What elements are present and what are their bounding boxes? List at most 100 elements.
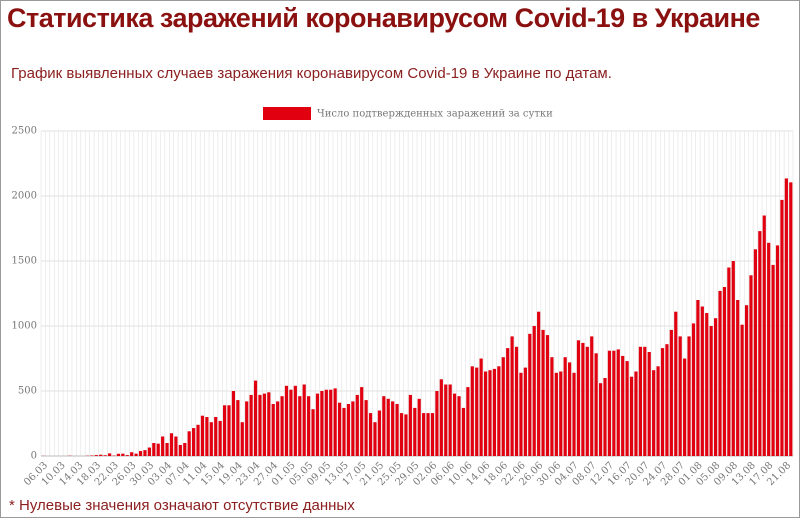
bar bbox=[334, 388, 337, 456]
bar bbox=[263, 394, 266, 456]
bar bbox=[639, 347, 642, 456]
bar bbox=[634, 372, 637, 457]
bar bbox=[736, 300, 739, 456]
bar bbox=[541, 330, 544, 456]
bar bbox=[652, 370, 655, 456]
bar bbox=[444, 385, 447, 457]
y-tick-label: 2500 bbox=[12, 126, 37, 137]
bar bbox=[471, 366, 474, 456]
bar bbox=[121, 454, 124, 456]
bar bbox=[347, 404, 350, 456]
bar bbox=[763, 216, 766, 457]
bar bbox=[126, 455, 129, 456]
bar bbox=[555, 373, 558, 456]
bar bbox=[272, 404, 275, 456]
bar bbox=[617, 349, 620, 456]
bar bbox=[656, 366, 659, 456]
bar bbox=[289, 390, 292, 456]
bar bbox=[276, 401, 279, 456]
bar bbox=[130, 452, 133, 456]
bar bbox=[789, 182, 792, 456]
bar bbox=[294, 386, 297, 456]
bar bbox=[612, 351, 615, 456]
bar bbox=[404, 414, 407, 456]
bar bbox=[338, 403, 341, 456]
bar bbox=[484, 372, 487, 457]
bar bbox=[710, 326, 713, 456]
bar bbox=[705, 313, 708, 456]
bar bbox=[608, 351, 611, 456]
bar bbox=[643, 347, 646, 456]
bar bbox=[400, 413, 403, 456]
bar bbox=[325, 390, 328, 456]
bar bbox=[758, 231, 761, 456]
bar bbox=[205, 417, 208, 456]
bar bbox=[236, 400, 239, 456]
bar bbox=[701, 307, 704, 457]
bar bbox=[369, 413, 372, 456]
bar bbox=[732, 261, 735, 456]
bar bbox=[475, 368, 478, 456]
bar bbox=[139, 451, 142, 456]
bar bbox=[493, 369, 496, 456]
bar bbox=[626, 361, 629, 456]
bar bbox=[245, 401, 248, 456]
bar bbox=[749, 275, 752, 456]
bar bbox=[718, 291, 721, 456]
bar bbox=[387, 399, 390, 456]
bar bbox=[365, 400, 368, 456]
bar bbox=[232, 391, 235, 456]
bar bbox=[599, 383, 602, 456]
bar bbox=[453, 394, 456, 456]
bar bbox=[356, 395, 359, 456]
bar bbox=[630, 377, 633, 456]
bar bbox=[258, 395, 261, 456]
bar bbox=[595, 353, 598, 456]
bar bbox=[280, 396, 283, 456]
bar bbox=[603, 378, 606, 456]
bar bbox=[683, 359, 686, 457]
bar bbox=[117, 454, 120, 456]
bar bbox=[670, 330, 673, 456]
bar bbox=[157, 444, 160, 456]
bar bbox=[360, 387, 363, 456]
bar bbox=[210, 422, 213, 456]
bar bbox=[214, 417, 217, 456]
bar bbox=[776, 245, 779, 456]
bar bbox=[378, 411, 381, 457]
bar bbox=[524, 368, 527, 456]
bar bbox=[373, 422, 376, 456]
bar bbox=[674, 312, 677, 456]
bar bbox=[533, 326, 536, 456]
bar bbox=[320, 391, 323, 456]
bar bbox=[316, 394, 319, 456]
bar bbox=[170, 433, 173, 456]
bar bbox=[396, 404, 399, 456]
bar bbox=[546, 335, 549, 456]
bar bbox=[687, 336, 690, 456]
bar bbox=[311, 409, 314, 456]
bar bbox=[457, 396, 460, 456]
bar bbox=[267, 392, 270, 456]
bar bbox=[192, 428, 195, 456]
bar bbox=[223, 405, 226, 456]
bar bbox=[511, 336, 514, 456]
bar bbox=[772, 265, 775, 456]
bar bbox=[590, 336, 593, 456]
bar bbox=[550, 357, 553, 456]
bar bbox=[104, 455, 107, 456]
bar bbox=[506, 348, 509, 456]
bar bbox=[661, 348, 664, 456]
bar bbox=[515, 347, 518, 456]
legend-label: Число подтвержденных заражений за сутки bbox=[317, 109, 553, 120]
bar bbox=[435, 391, 438, 456]
bar bbox=[174, 437, 177, 457]
bar bbox=[254, 381, 257, 456]
y-tick-label: 1500 bbox=[12, 256, 37, 267]
bar bbox=[250, 395, 253, 456]
bar bbox=[727, 268, 730, 457]
bar bbox=[741, 325, 744, 456]
bar bbox=[440, 379, 443, 456]
bar bbox=[152, 443, 155, 456]
